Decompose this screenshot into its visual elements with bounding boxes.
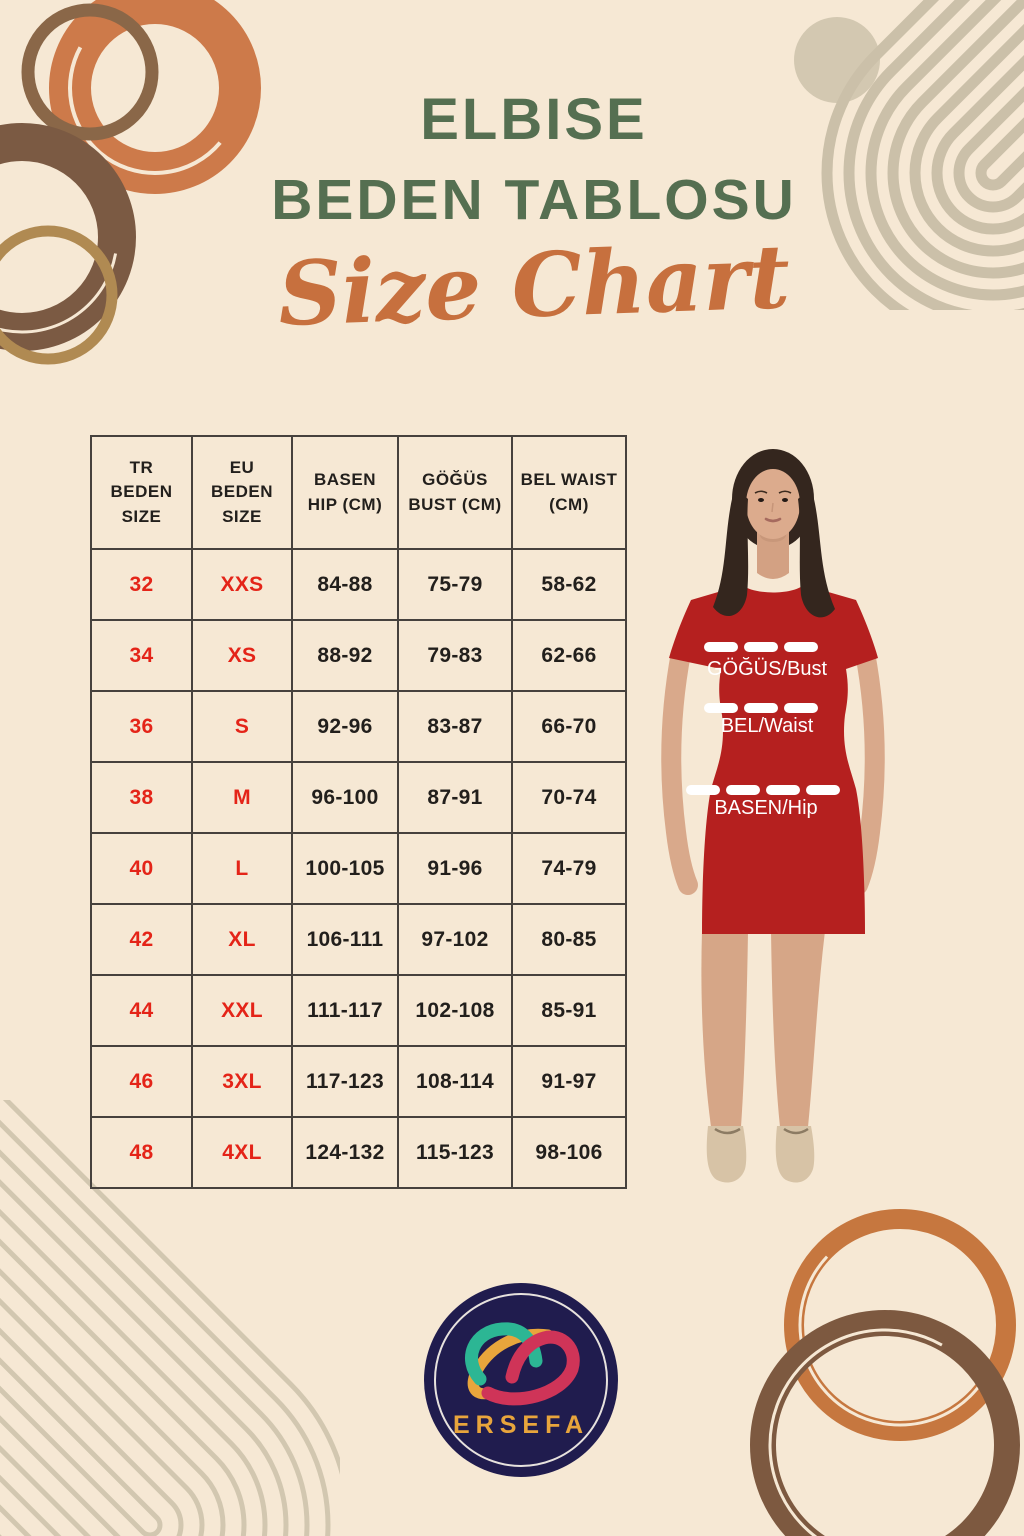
table-row: 42 XL 106-111 97-102 80-85 <box>90 903 627 976</box>
table-cell: 80-85 <box>511 903 627 976</box>
model-dress <box>669 585 878 934</box>
table-cell: XS <box>191 619 293 692</box>
brush-circles-bottom-right <box>750 1209 1020 1536</box>
hair-left-lock <box>713 487 749 617</box>
table-cell: 66-70 <box>511 690 627 763</box>
table-cell: 98-106 <box>511 1116 627 1189</box>
left-eye <box>758 498 764 502</box>
table-cell: 87-91 <box>397 761 513 834</box>
title-block: ELBISE BEDEN TABLOSU Size Chart <box>54 86 1014 346</box>
size-table: TR BEDEN SIZE EU BEDEN SIZE BASEN HIP (CM)… <box>90 435 627 1189</box>
column-header: EU BEDEN SIZE <box>191 435 293 550</box>
hip-guide-label: BASEN/Hip <box>714 797 817 819</box>
table-row: 32 XXS 84-88 75-79 58-62 <box>90 548 627 621</box>
table-cell: 32 <box>90 548 193 621</box>
table-cell: XXL <box>191 974 293 1047</box>
table-cell: 34 <box>90 619 193 692</box>
table-cell: 36 <box>90 690 193 763</box>
column-header: BEL WAIST (CM) <box>511 435 627 550</box>
waist-guide-label: BEL/Waist <box>721 715 814 737</box>
size-table-head-row: TR BEDEN SIZE EU BEDEN SIZE BASEN HIP (CM)… <box>90 435 627 550</box>
table-cell: 3XL <box>191 1045 293 1118</box>
page-title-tr-line2: BEDEN TABLOSU <box>271 168 797 232</box>
table-row: 40 L 100-105 91-96 74-79 <box>90 832 627 905</box>
table-row: 48 4XL 124-132 115-123 98-106 <box>90 1116 627 1189</box>
table-cell: 75-79 <box>397 548 513 621</box>
left-eyebrow <box>754 490 768 494</box>
table-row: 38 M 96-100 87-91 70-74 <box>90 761 627 834</box>
model-right-leg <box>771 931 825 1127</box>
table-cell: 44 <box>90 974 193 1047</box>
infinity-icon <box>465 1322 580 1406</box>
right-eye <box>782 498 788 502</box>
table-cell: 106-111 <box>291 903 399 976</box>
table-cell: 115-123 <box>397 1116 513 1189</box>
hair-right-lock <box>798 487 835 618</box>
table-cell: 74-79 <box>511 832 627 905</box>
model-neck <box>757 529 789 579</box>
model-right-arm <box>848 643 885 895</box>
table-cell: 111-117 <box>291 974 399 1047</box>
brand-logo: ERSEFA <box>424 1283 618 1477</box>
table-row: 44 XXL 111-117 102-108 85-91 <box>90 974 627 1047</box>
table-cell: 38 <box>90 761 193 834</box>
table-cell: 83-87 <box>397 690 513 763</box>
size-table-body: 32 XXS 84-88 75-79 58-62 34 XS 88-92 79-83 62-66 3… <box>90 548 627 1189</box>
bust-guide-label: GÖĞÜS/Bust <box>707 657 827 680</box>
lips <box>764 517 782 523</box>
table-cell: 117-123 <box>291 1045 399 1118</box>
logo-background-circle <box>424 1283 618 1477</box>
left-shoe-opening <box>714 1127 741 1135</box>
table-cell: 79-83 <box>397 619 513 692</box>
table-cell: 48 <box>90 1116 193 1189</box>
table-row: 46 3XL 117-123 108-114 91-97 <box>90 1045 627 1118</box>
nose <box>771 502 774 513</box>
table-cell: L <box>191 832 293 905</box>
table-cell: 97-102 <box>397 903 513 976</box>
table-cell: 70-74 <box>511 761 627 834</box>
table-cell: 4XL <box>191 1116 293 1189</box>
table-cell: 92-96 <box>291 690 399 763</box>
model-figure: GÖĞÜS/Bust BEL/Waist BASEN/Hip <box>661 449 885 1183</box>
table-cell: 62-66 <box>511 619 627 692</box>
table-cell: 102-108 <box>397 974 513 1047</box>
table-cell: 42 <box>90 903 193 976</box>
column-header: BASEN HIP (CM) <box>291 435 399 550</box>
page-subtitle-en: Size Chart <box>276 224 792 346</box>
table-cell: 91-97 <box>511 1045 627 1118</box>
model-left-leg <box>701 931 748 1127</box>
right-eyebrow <box>778 490 792 494</box>
table-row: 36 S 92-96 83-87 66-70 <box>90 690 627 763</box>
table-cell: XXS <box>191 548 293 621</box>
brand-name: ERSEFA <box>453 1411 589 1439</box>
table-cell: S <box>191 690 293 763</box>
table-row: 34 XS 88-92 79-83 62-66 <box>90 619 627 692</box>
table-cell: 96-100 <box>291 761 399 834</box>
table-cell: 88-92 <box>291 619 399 692</box>
table-cell: 46 <box>90 1045 193 1118</box>
table-cell: 58-62 <box>511 548 627 621</box>
table-cell: 84-88 <box>291 548 399 621</box>
table-cell: 100-105 <box>291 832 399 905</box>
column-header: TR BEDEN SIZE <box>90 435 193 550</box>
page-title-tr-line1: ELBISE <box>420 87 648 152</box>
right-shoe <box>775 1126 815 1183</box>
left-shoe <box>706 1126 747 1183</box>
table-cell: 91-96 <box>397 832 513 905</box>
table-cell: M <box>191 761 293 834</box>
model-left-arm <box>661 643 698 895</box>
table-cell: XL <box>191 903 293 976</box>
table-cell: 108-114 <box>397 1045 513 1118</box>
table-cell: 85-91 <box>511 974 627 1047</box>
table-cell: 40 <box>90 832 193 905</box>
table-cell: 124-132 <box>291 1116 399 1189</box>
right-shoe-opening <box>783 1127 809 1135</box>
logo-inner-ring <box>434 1293 608 1467</box>
column-header: GÖĞÜS BUST (CM) <box>397 435 513 550</box>
